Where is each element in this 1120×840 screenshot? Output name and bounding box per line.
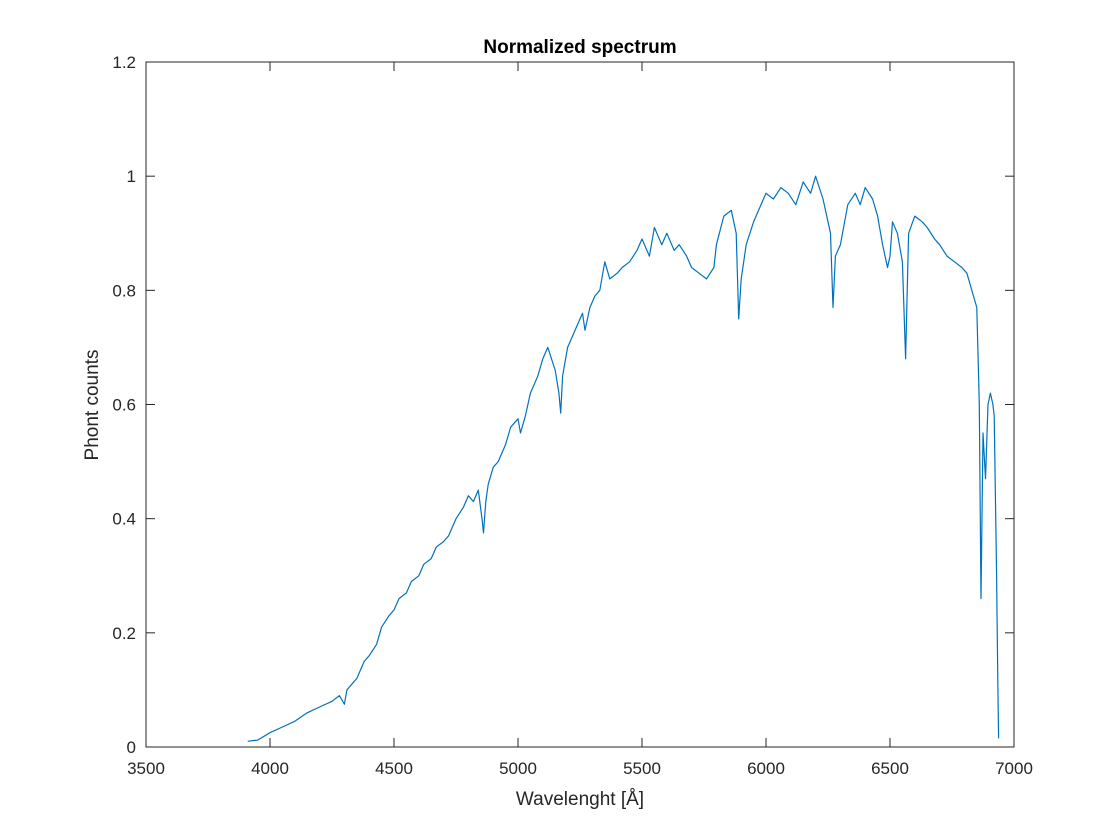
x-tick-label: 7000 <box>995 759 1033 778</box>
chart-title: Normalized spectrum <box>483 37 676 58</box>
spectrum-series-line <box>247 175 1000 742</box>
y-tick-label: 0.4 <box>112 510 136 529</box>
y-tick-label: 0.8 <box>112 281 136 300</box>
x-tick-label: 5500 <box>623 759 661 778</box>
plot-area: 3500 4000 4500 5000 5500 6000 6500 7000 0 0.2 0.4 0… <box>112 53 1033 778</box>
x-tick-label: 6000 <box>747 759 785 778</box>
y-tick-label: 1 <box>127 167 136 186</box>
x-tick-label: 3500 <box>127 759 165 778</box>
x-tick-label: 4500 <box>375 759 413 778</box>
y-tick-label: 0.2 <box>112 624 136 643</box>
y-axis-title: Phont counts <box>82 350 103 461</box>
y-tick-label: 1.2 <box>112 53 136 72</box>
y-tick-label: 0 <box>127 738 136 757</box>
x-axis-title: Wavelenght [Å] <box>516 789 644 810</box>
x-tick-label: 6500 <box>871 759 909 778</box>
x-tick-label: 4000 <box>251 759 289 778</box>
x-tick-label: 5000 <box>499 759 537 778</box>
y-tick-label: 0.6 <box>112 396 136 415</box>
